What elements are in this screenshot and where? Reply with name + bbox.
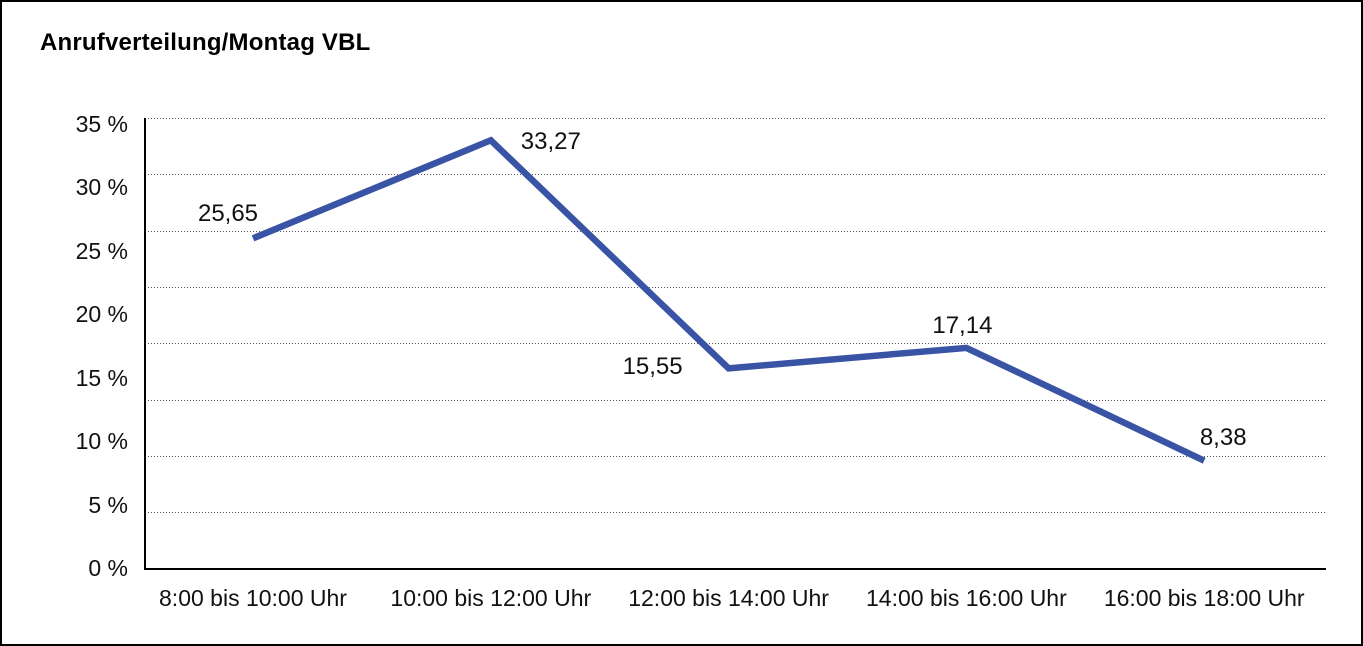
x-axis-category-label: 14:00 bis 16:00 Uhr (866, 585, 1067, 611)
y-axis-line (144, 118, 146, 570)
gridline (145, 286, 1326, 288)
data-value-label: 33,27 (520, 128, 581, 156)
gridline (145, 118, 1326, 119)
gridline (145, 343, 1326, 345)
data-value-label: 17,14 (932, 311, 993, 339)
gridline (145, 230, 1326, 232)
y-axis-tick-label: 5 % (88, 491, 128, 518)
series-line (251, 136, 1206, 464)
gridline (145, 174, 1326, 176)
x-axis-category-label: 12:00 bis 14:00 Uhr (628, 585, 829, 611)
y-axis-tick-label: 10 % (75, 428, 128, 455)
gridline (145, 399, 1326, 401)
data-value-label: 8,38 (1199, 423, 1247, 451)
x-axis-line (145, 567, 1326, 570)
y-axis-tick-label: 30 % (75, 174, 128, 201)
x-axis-category-label: 16:00 bis 18:00 Uhr (1103, 585, 1305, 611)
y-axis-tick-label: 20 % (75, 301, 128, 328)
y-axis-tick-label: 15 % (75, 364, 128, 391)
x-axis-category-label: 10:00 bis 12:00 Uhr (390, 585, 592, 611)
x-axis-category-label: 8:00 bis 10:00 Uhr (159, 585, 347, 611)
y-axis-tick-label: 35 % (75, 111, 128, 137)
data-value-label: 15,55 (622, 353, 683, 381)
gridline (145, 455, 1326, 457)
gridline (145, 512, 1326, 514)
chart-title: Anrufverteilung/Montag VBL (40, 29, 371, 56)
y-axis-tick-label: 25 % (75, 237, 128, 264)
y-axis-tick-label: 0 % (88, 555, 128, 581)
data-value-label: 25,65 (197, 200, 259, 228)
